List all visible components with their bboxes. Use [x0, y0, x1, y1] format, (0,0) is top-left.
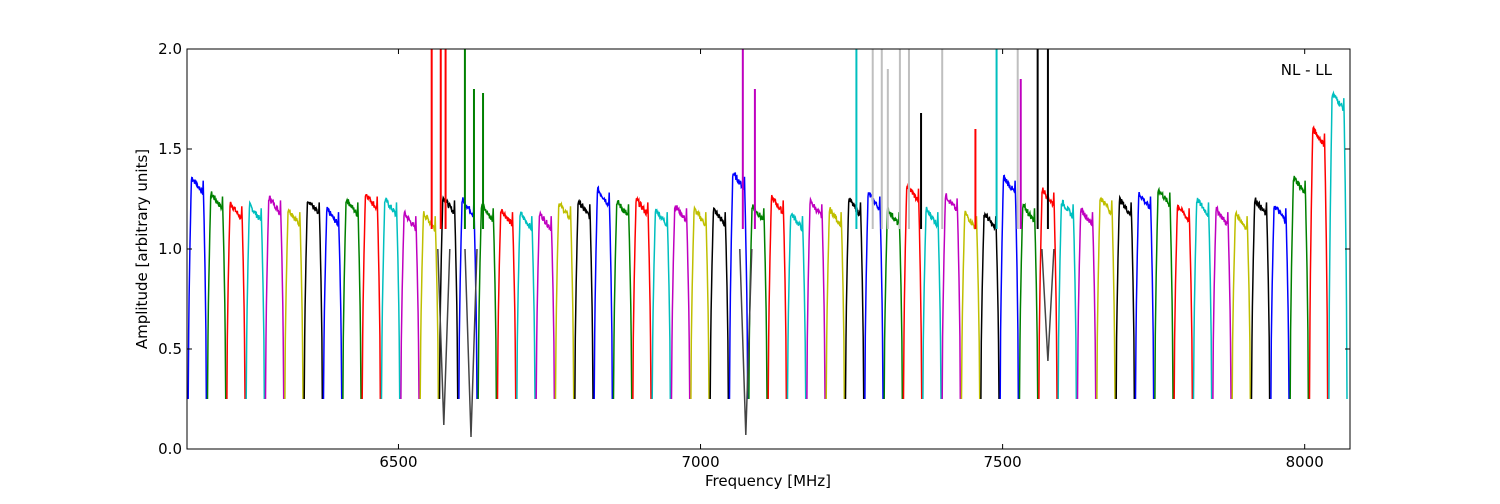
x-tick-label: 6500 [379, 453, 417, 471]
channel-trace [709, 206, 730, 400]
channel-trace [748, 204, 768, 400]
channel-traces [187, 90, 1348, 400]
channel-trace [574, 199, 594, 400]
channel-trace [245, 200, 266, 400]
channel-trace [999, 174, 1020, 400]
dip-trace [1041, 248, 1055, 362]
channel-trace [864, 192, 884, 400]
channel-trace [941, 193, 962, 400]
y-tick-label: 1.0 [158, 240, 182, 258]
channel-trace [1328, 90, 1348, 400]
channel-trace [438, 195, 459, 400]
channel-trace [1134, 191, 1155, 400]
y-tick-label: 1.5 [158, 140, 182, 158]
channel-trace [960, 210, 981, 400]
channel-trace [554, 201, 575, 400]
dip-trace [464, 248, 478, 438]
x-tick-label: 8000 [1286, 453, 1324, 471]
channel-trace [806, 196, 826, 400]
channel-trace [844, 197, 865, 400]
channel-trace [284, 208, 304, 400]
channel-trace [264, 195, 285, 400]
channel-trace [922, 206, 942, 400]
channel-trace [1250, 197, 1271, 400]
y-axis-label: Amplitude [arbitrary units] [133, 149, 151, 349]
channel-trace [1057, 199, 1078, 400]
channel-trace [670, 205, 691, 400]
channel-trace [342, 197, 362, 400]
channel-trace [593, 185, 614, 400]
channel-trace [516, 211, 536, 400]
channel-trace [1115, 194, 1136, 400]
channel-trace [419, 211, 440, 400]
channel-trace [1212, 205, 1232, 400]
channel-trace [1076, 207, 1097, 400]
y-tick-label: 2.0 [158, 40, 182, 58]
channel-trace [902, 183, 923, 400]
dip-trace [437, 248, 451, 426]
channel-trace [1173, 204, 1194, 400]
channel-trace [728, 171, 749, 400]
channel-trace [690, 205, 710, 400]
channel-trace [786, 212, 807, 400]
channel-trace [535, 210, 556, 400]
channel-trace [825, 207, 846, 400]
x-axis-ticks: 6500 7000 7500 8000 [379, 49, 1324, 471]
channel-trace [1096, 196, 1116, 400]
channel-trace [1308, 125, 1329, 400]
x-tick-label: 7000 [681, 453, 719, 471]
interference-spikes [430, 49, 1055, 438]
x-axis-label: Frequency [MHz] [705, 472, 831, 490]
channel-trace [187, 176, 208, 400]
channel-trace [632, 195, 652, 400]
y-axis-ticks: 0.0 0.5 1.0 1.5 2.0 [158, 40, 1350, 458]
y-tick-label: 0.5 [158, 340, 182, 358]
channel-trace [612, 199, 633, 400]
channel-trace [1154, 186, 1174, 400]
channel-trace [767, 194, 788, 400]
channel-trace [206, 191, 227, 400]
channel-trace [1289, 175, 1310, 400]
channel-trace [477, 203, 498, 400]
channel-trace [303, 200, 324, 400]
y-tick-label: 0.0 [158, 440, 182, 458]
channel-trace [651, 208, 672, 400]
channel-trace [1270, 205, 1290, 400]
channel-trace [361, 193, 382, 400]
dip-trace [739, 248, 753, 436]
channel-trace [1231, 209, 1252, 400]
channel-trace [400, 209, 420, 400]
channel-trace [226, 201, 246, 400]
channel-trace [322, 206, 343, 400]
x-tick-label: 7500 [984, 453, 1022, 471]
panel-annotation: NL - LL [1281, 61, 1333, 79]
channel-trace [496, 208, 517, 400]
channel-trace [380, 197, 401, 400]
channel-trace [1018, 202, 1039, 400]
channel-trace [1192, 197, 1213, 400]
